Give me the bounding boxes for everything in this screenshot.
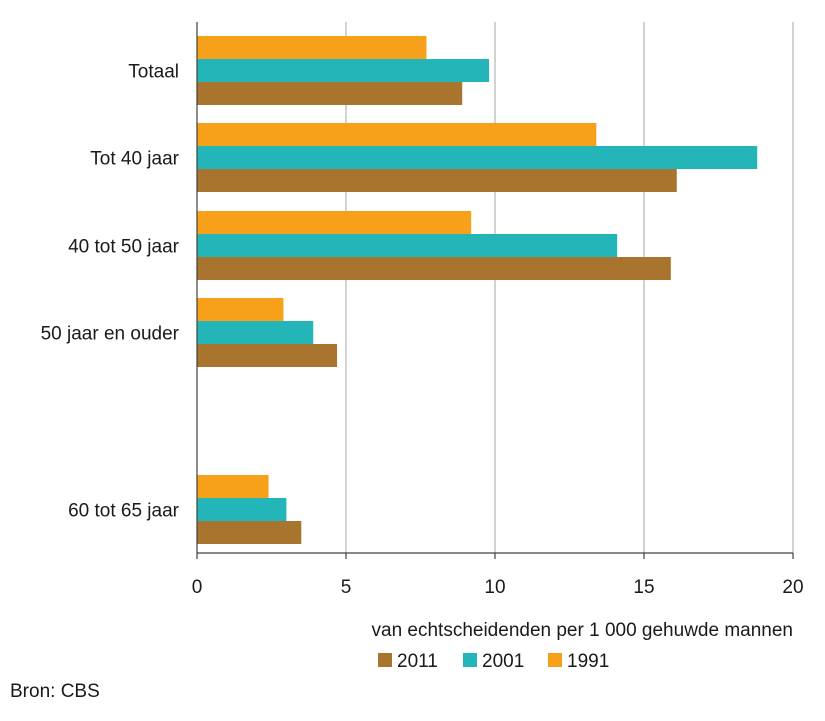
- axes: [196, 22, 794, 559]
- bar-2011-4: [197, 521, 302, 544]
- x-tick-label: 0: [192, 577, 203, 598]
- bar-1991-0: [197, 36, 427, 59]
- legend-label-1991: 1991: [567, 651, 609, 672]
- bar-2001-2: [197, 234, 618, 257]
- legend-swatch-2001: [463, 653, 477, 667]
- x-tick-label: 20: [782, 577, 803, 598]
- category-labels: Totaal Tot 40 jaar 40 tot 50 jaar 50 jaar e…: [41, 62, 180, 522]
- bar-1991-1: [197, 123, 597, 146]
- legend-swatch-1991: [548, 653, 562, 667]
- bar-2011-3: [197, 344, 338, 367]
- category-label: 40 tot 50 jaar: [68, 237, 180, 258]
- category-label: 50 jaar en ouder: [41, 324, 180, 345]
- x-tick-label: 5: [341, 577, 352, 598]
- bar-1991-4: [197, 475, 269, 498]
- category-label: Totaal: [128, 62, 179, 83]
- x-axis-title: van echtscheidenden per 1 000 gehuwde ma…: [372, 620, 794, 641]
- x-tick-label: 15: [633, 577, 654, 598]
- bar-2011-0: [197, 82, 463, 105]
- source-note: Bron: CBS: [10, 681, 100, 702]
- legend-label-2011: 2011: [397, 651, 438, 672]
- bar-2001-3: [197, 321, 314, 344]
- x-tick-label: 10: [484, 577, 505, 598]
- bar-2011-1: [197, 169, 677, 192]
- tick-labels: 0 5 10 15 20: [192, 577, 804, 598]
- category-label: Tot 40 jaar: [90, 149, 179, 170]
- bar-1991-2: [197, 211, 472, 234]
- legend: 2011 2001 1991: [378, 651, 609, 672]
- bar-1991-3: [197, 298, 284, 321]
- bars: [197, 36, 758, 544]
- category-label: 60 tot 65 jaar: [68, 501, 180, 522]
- legend-label-2001: 2001: [482, 651, 524, 672]
- bar-2001-1: [197, 146, 758, 169]
- legend-swatch-2011: [378, 653, 392, 667]
- bar-2011-2: [197, 257, 671, 280]
- bar-2001-0: [197, 59, 490, 82]
- gridlines: [345, 22, 794, 553]
- bar-2001-4: [197, 498, 287, 521]
